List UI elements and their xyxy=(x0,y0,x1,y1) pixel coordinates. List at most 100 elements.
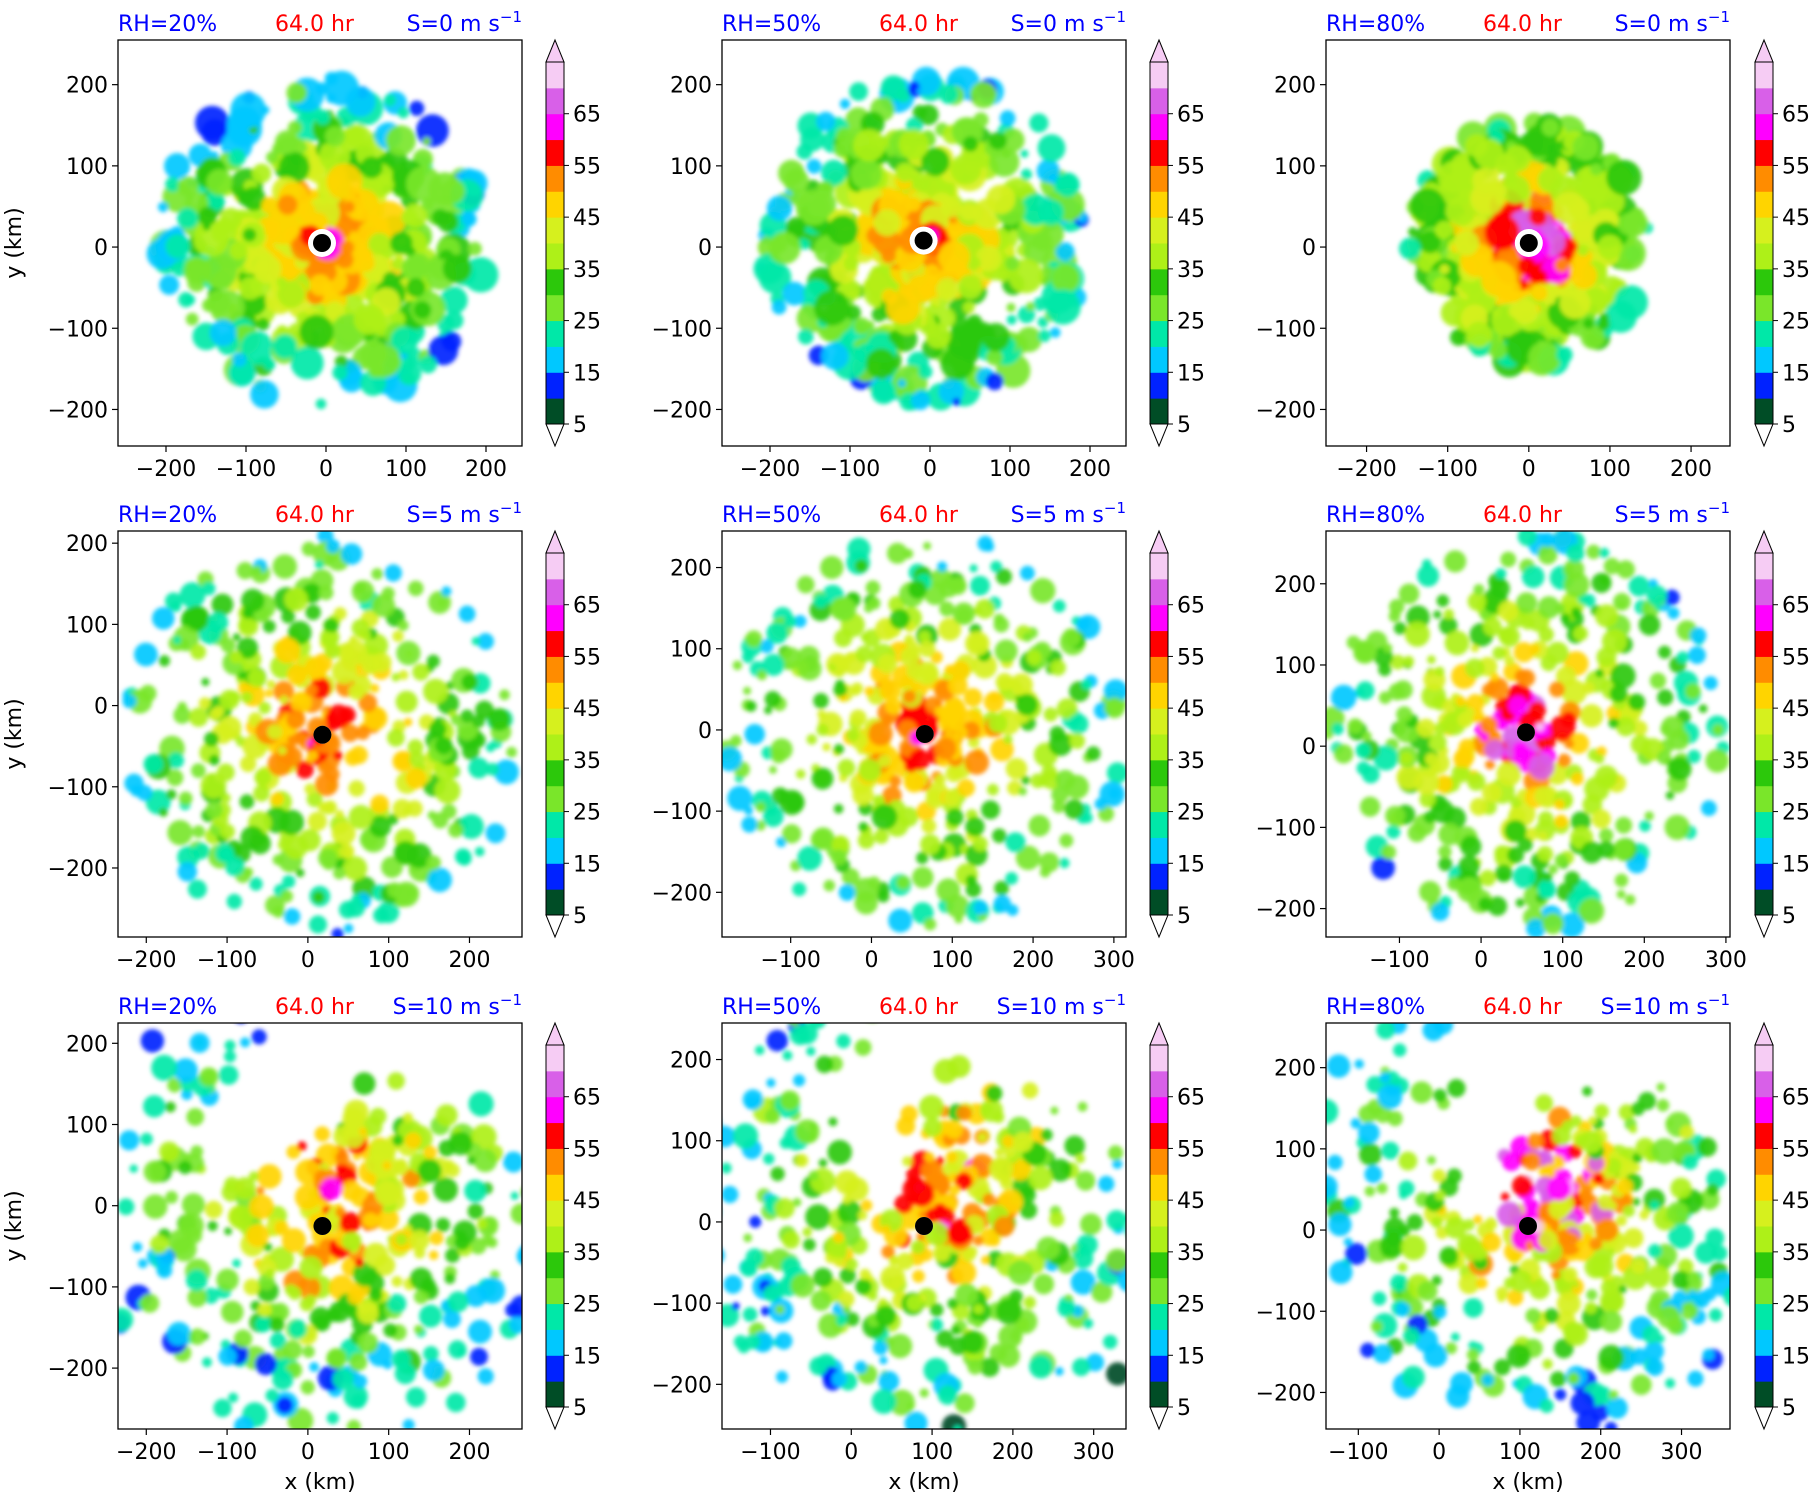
colorbar-tick-label: 15 xyxy=(1782,852,1810,877)
colorbar-tick-label: 35 xyxy=(1177,258,1205,283)
y-tick-label: −100 xyxy=(652,800,712,825)
colorbar-segment xyxy=(1755,294,1773,322)
x-tick-label: 0 xyxy=(301,948,315,973)
colorbar-segment xyxy=(1150,1355,1168,1382)
colorbar-segment xyxy=(546,243,564,270)
colorbar-segment xyxy=(1755,1070,1773,1098)
colorbar: 5 15 25 35 45 55 65 xyxy=(545,38,601,448)
center-marker xyxy=(1519,234,1538,252)
x-tick-label: 100 xyxy=(989,457,1031,482)
rh-label: RH=20% xyxy=(118,503,217,528)
colorbar-extend-bottom xyxy=(1754,423,1774,448)
y-tick-label: −100 xyxy=(48,317,108,342)
colorbar-extend-top xyxy=(1754,38,1774,63)
reflectivity-field xyxy=(122,531,519,937)
shear-label: S=10 m s−1 xyxy=(393,991,522,1020)
colorbar-segment xyxy=(1150,863,1168,890)
colorbar-segment xyxy=(1150,191,1168,218)
y-tick-label: 200 xyxy=(1274,1057,1316,1082)
time-label: 64.0 hr xyxy=(275,503,355,528)
x-tick-label: −100 xyxy=(740,1440,800,1465)
colorbar-tick-label: 55 xyxy=(573,645,601,670)
colorbar-segment xyxy=(1150,268,1168,296)
colorbar-segment xyxy=(546,863,564,890)
x-tick-label: 0 xyxy=(319,457,333,482)
x-tick-label: 100 xyxy=(931,948,973,973)
colorbar-tick-label: 5 xyxy=(573,413,587,438)
x-axis-label: x (km) xyxy=(284,1470,355,1495)
y-tick-label: 100 xyxy=(670,638,712,663)
axes-frame xyxy=(117,530,523,938)
panel-6: −100 0 100 200 300 200 100 0 −100 −200 RH=80% 64.0 … xyxy=(1256,499,1810,973)
y-tick-label: −100 xyxy=(652,1292,712,1317)
colorbar-tick-label: 5 xyxy=(573,904,587,929)
colorbar-segment xyxy=(1150,1045,1168,1072)
colorbar-tick-label: 65 xyxy=(1177,103,1205,128)
time-label: 64.0 hr xyxy=(1483,995,1563,1020)
colorbar-segment xyxy=(1150,1329,1168,1356)
colorbar-tick-label: 65 xyxy=(573,1086,601,1111)
colorbar-segment xyxy=(546,346,564,373)
colorbar-segment xyxy=(546,113,564,141)
colorbar-tick-label: 25 xyxy=(1177,310,1205,335)
colorbar-segment xyxy=(1755,268,1773,296)
y-tick-label: −100 xyxy=(652,317,712,342)
y-tick-label: 0 xyxy=(698,1211,712,1236)
colorbar-segment xyxy=(546,1148,564,1175)
y-tick-label: −200 xyxy=(48,398,108,423)
rh-label: RH=50% xyxy=(722,995,821,1020)
x-tick-label: 200 xyxy=(1012,948,1054,973)
colorbar-segment xyxy=(546,217,564,244)
colorbar-segment xyxy=(546,372,564,399)
colorbar-segment xyxy=(1755,1045,1773,1072)
colorbar-segment xyxy=(1150,1148,1168,1175)
rh-label: RH=50% xyxy=(722,12,821,37)
colorbar-tick-label: 5 xyxy=(1782,1396,1796,1421)
colorbar-segment xyxy=(546,1329,564,1356)
reflectivity-field xyxy=(146,70,499,410)
x-tick-label: −100 xyxy=(760,948,820,973)
y-tick-label: 0 xyxy=(698,719,712,744)
colorbar-extend-top xyxy=(545,529,565,554)
colorbar-extend-top xyxy=(545,38,565,63)
colorbar-segment xyxy=(1150,243,1168,270)
time-label: 64.0 hr xyxy=(275,12,355,37)
x-tick-label: −100 xyxy=(216,457,276,482)
colorbar-segment xyxy=(1755,1096,1773,1124)
colorbar-segment xyxy=(546,320,564,347)
colorbar-tick-label: 55 xyxy=(1177,645,1205,670)
colorbar-segment xyxy=(1150,1277,1168,1305)
colorbar-tick-label: 25 xyxy=(573,310,601,335)
colorbar-extend-bottom xyxy=(1149,423,1169,448)
colorbar-frame xyxy=(545,552,565,916)
colorbar-segment xyxy=(1755,1148,1773,1175)
x-tick-label: −200 xyxy=(116,1440,176,1465)
panel-1: −200 −100 0 100 200 200 100 0 −100 −200 RH=20% 64.0… xyxy=(2,8,601,482)
colorbar-segment xyxy=(1755,1226,1773,1253)
colorbar-segment xyxy=(546,1355,564,1382)
colorbar-tick-label: 45 xyxy=(573,697,601,722)
colorbar-tick-label: 15 xyxy=(573,852,601,877)
panel-4: −200 −100 0 100 200 200 100 0 −100 −200 RH=20% 64.0… xyxy=(2,499,601,973)
y-tick-label: −200 xyxy=(48,857,108,882)
colorbar-tick-label: 45 xyxy=(573,1189,601,1214)
colorbar-tick-label: 45 xyxy=(1177,697,1205,722)
reflectivity-field xyxy=(722,535,1126,933)
colorbar-extend-top xyxy=(1149,529,1169,554)
reflectivity-field xyxy=(1326,531,1730,937)
colorbar-segment xyxy=(546,294,564,322)
colorbar-tick-label: 25 xyxy=(573,1293,601,1318)
colorbar-tick-label: 5 xyxy=(1782,904,1796,929)
colorbar-frame xyxy=(1754,552,1774,916)
colorbar-segment xyxy=(546,62,564,89)
center-marker xyxy=(313,725,332,744)
colorbar-tick-label: 35 xyxy=(1177,1241,1205,1266)
colorbar-extend-bottom xyxy=(1754,1406,1774,1431)
colorbar-tick-label: 35 xyxy=(573,1241,601,1266)
x-tick-label: 0 xyxy=(1432,1440,1446,1465)
y-tick-label: 100 xyxy=(670,1130,712,1155)
y-tick-label: 100 xyxy=(1274,155,1316,180)
colorbar-tick-label: 45 xyxy=(1177,1189,1205,1214)
colorbar-segment xyxy=(546,1174,564,1201)
